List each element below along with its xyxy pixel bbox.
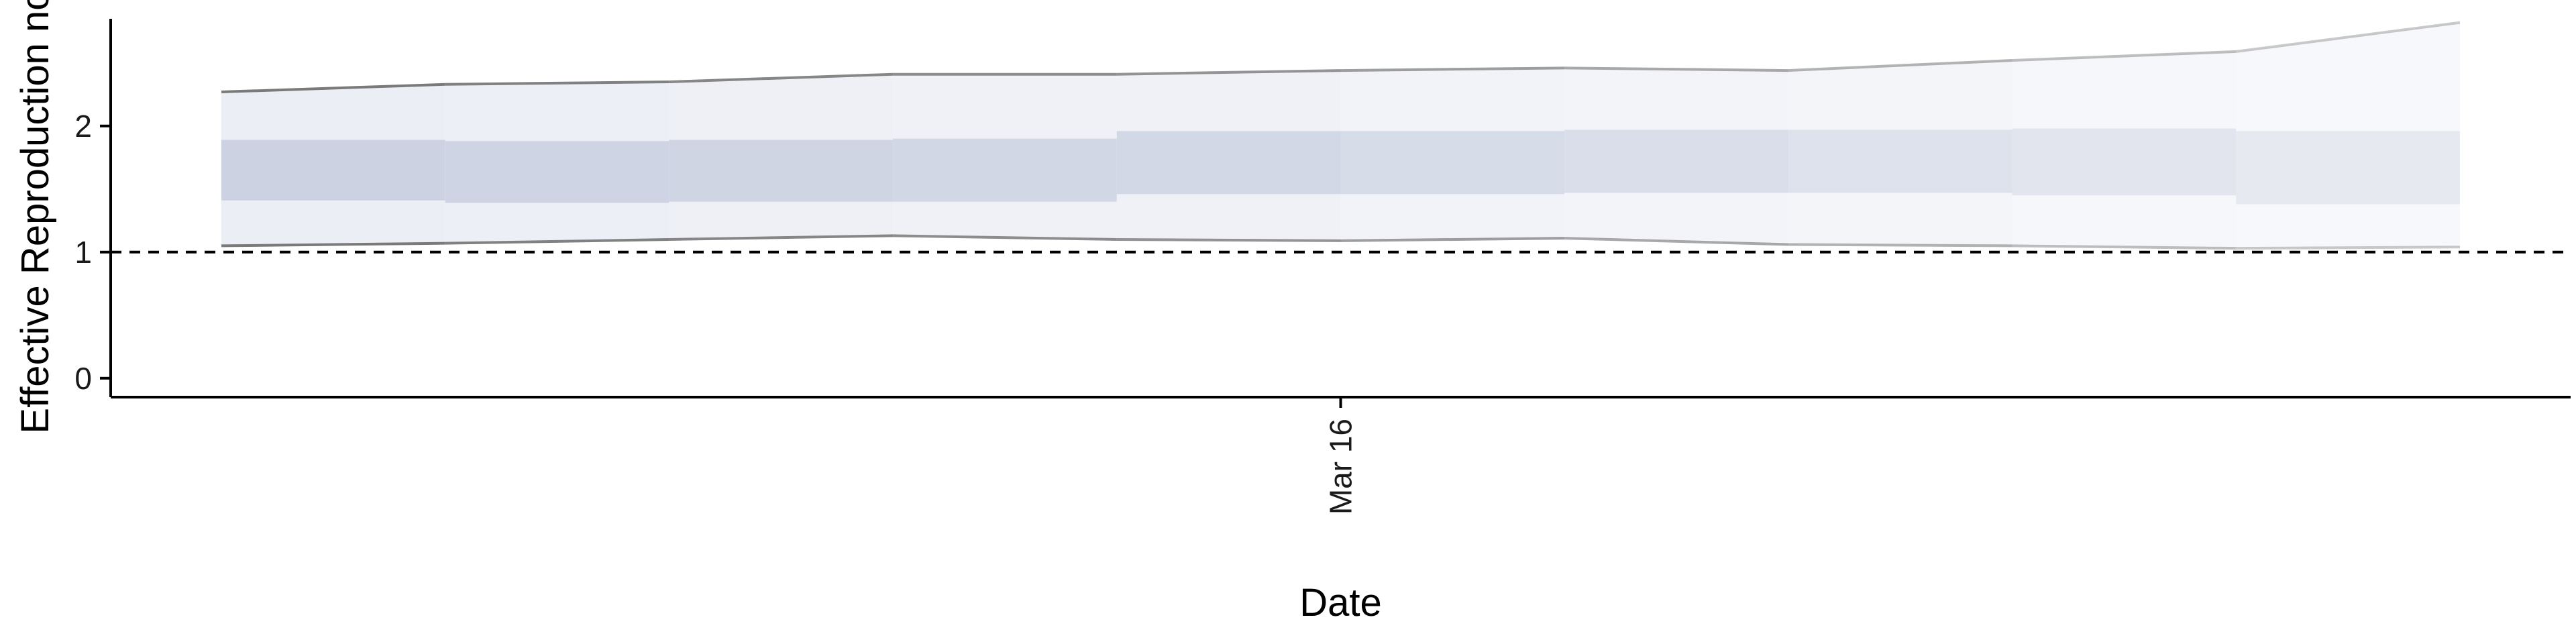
lower-90-edge-segment [1788,243,2012,248]
inner-band-segment [669,140,894,202]
upper-90-edge-segment [445,80,669,86]
y-axis-title: Effective Reproduction no [13,0,57,434]
inner-band-segment [893,138,1117,202]
inner-band-segment [1340,131,1565,195]
lower-90-edge-segment [1564,237,1788,246]
upper-90-edge-segment [2012,50,2237,62]
inner-band-segment [1788,129,2012,193]
inner-band-segment [221,140,445,201]
inner-band-segment [2012,128,2237,196]
upper-90-edge-segment [221,83,445,94]
y-ticks: 0 1 2 [74,109,111,396]
lower-90-edge-segment [221,241,445,248]
lower-90-edge-segment [1340,237,1565,242]
upper-90-edge-segment [1788,59,2012,72]
upper-90-edge-segment [1116,69,1341,76]
x-ticks: Mar 16 [1324,397,1358,515]
lower-90-edge-segment [669,234,894,241]
inner-band-segment [1564,129,1788,193]
x-axis-title: Date [1299,581,1382,625]
lower-90-edge-segment [893,234,1117,241]
inner-band-segment [445,141,669,203]
upper-90-edge-segment [1340,66,1565,72]
upper-90-edge-segment [669,72,894,83]
lower-90-edge-segment [2236,246,2460,250]
lower-90-edge-segment [445,238,669,245]
lower-90-edge-segment [2012,244,2237,250]
uncertainty-bands [221,22,2460,249]
outer-band-segment [2012,51,2237,249]
x-tick-label: Mar 16 [1324,419,1358,515]
upper-90-edge-segment [2236,21,2461,53]
upper-90-edge-segment [1564,66,1788,72]
inner-band-segment [2236,131,2460,205]
y-tick-label: 2 [74,109,92,144]
ci-edge-lines [221,21,2461,250]
y-tick-label: 0 [74,361,92,396]
outer-band-segment [2236,22,2460,249]
y-tick-label: 1 [74,235,92,270]
inner-band-segment [1116,131,1341,195]
lower-90-edge-segment [1116,238,1341,242]
